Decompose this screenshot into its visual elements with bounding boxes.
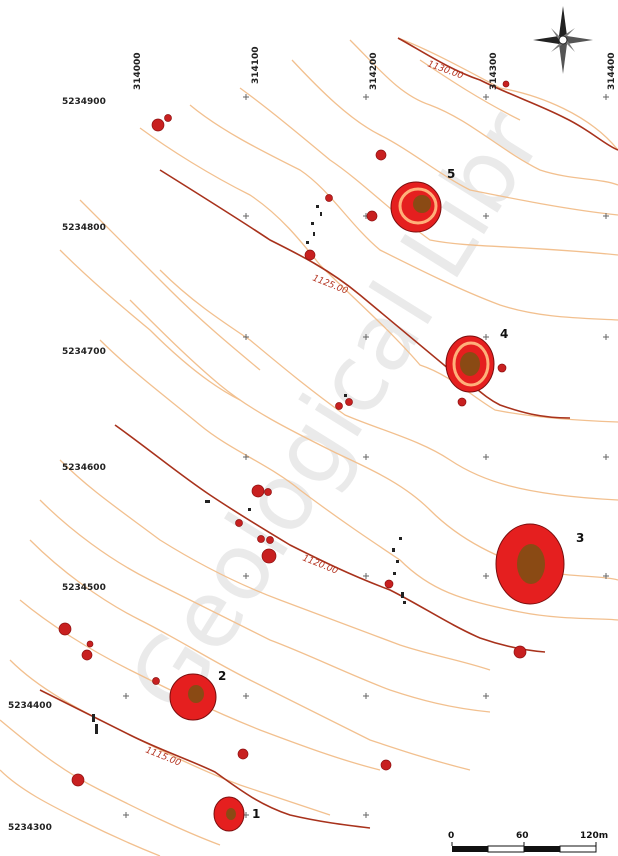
easting-labels: 314000 314100 314200 314300 314400 xyxy=(133,46,617,90)
mound-label: 4 xyxy=(500,327,508,341)
scale-bar-label: 60 xyxy=(516,831,529,841)
northing-label: 5234600 xyxy=(62,463,106,473)
artifact-mark xyxy=(399,537,402,540)
findspot-dot xyxy=(457,397,467,407)
findspot-dot xyxy=(261,548,277,564)
mound-5[interactable] xyxy=(390,181,442,233)
findspot-dots xyxy=(58,80,527,787)
northing-label: 5234800 xyxy=(62,223,106,233)
artifact-mark xyxy=(393,572,396,575)
compass-rose-icon xyxy=(533,6,593,74)
contour-label: 1120.00 xyxy=(301,554,340,577)
findspot-dot xyxy=(235,519,243,527)
artifact-mark xyxy=(344,394,347,397)
artifact-mark xyxy=(313,232,315,236)
mound-label: 5 xyxy=(447,167,455,181)
artifact-mark xyxy=(248,508,251,511)
findspot-dot xyxy=(151,118,165,132)
northing-label: 5234500 xyxy=(62,583,106,593)
findspot-dot xyxy=(164,114,172,122)
easting-label: 314100 xyxy=(251,46,261,84)
artifact-mark xyxy=(392,548,395,552)
findspot-dot xyxy=(304,249,316,261)
findspot-dot xyxy=(380,759,392,771)
findspot-dot xyxy=(86,640,94,648)
easting-label: 314200 xyxy=(369,52,379,90)
findspot-dot xyxy=(497,363,507,373)
findspot-dot xyxy=(384,579,394,589)
findspot-dot xyxy=(375,149,387,161)
northing-label: 5234400 xyxy=(8,701,52,711)
findspot-dot xyxy=(266,536,274,544)
findspot-dot xyxy=(366,210,378,222)
artifact-mark xyxy=(401,592,404,598)
findspot-dot xyxy=(264,488,272,496)
findspot-dot xyxy=(257,535,265,543)
artifact-mark xyxy=(316,205,319,208)
mound-label: 1 xyxy=(252,807,260,821)
findspot-dot xyxy=(325,194,333,202)
northing-labels: 5234900 5234800 5234700 5234600 5234500 … xyxy=(8,97,106,833)
mound-2[interactable] xyxy=(169,673,217,721)
findspot-dot xyxy=(58,622,72,636)
easting-label: 314300 xyxy=(489,52,499,90)
scale-bar-label: 0 xyxy=(448,831,454,841)
artifact-mark xyxy=(403,601,406,604)
mound-label: 2 xyxy=(218,669,226,683)
artifact-mark xyxy=(320,212,322,216)
findspot-dot xyxy=(237,748,249,760)
northing-label: 5234700 xyxy=(62,347,106,357)
index-contours xyxy=(39,37,618,829)
findspot-dot xyxy=(335,402,343,410)
contour-label: 1130.00 xyxy=(426,59,465,81)
findspot-dot xyxy=(251,484,265,498)
scale-bar-label: 120m xyxy=(580,831,608,841)
contour-label: 1115.00 xyxy=(144,746,183,769)
easting-label: 314000 xyxy=(133,52,143,90)
mound-3[interactable] xyxy=(495,523,565,605)
mound-1[interactable] xyxy=(213,796,245,832)
findspot-dot xyxy=(81,649,93,661)
scale-bar: 0 60 120m xyxy=(448,831,608,853)
artifact-mark xyxy=(396,560,399,563)
mound-4[interactable] xyxy=(445,335,495,393)
findspot-dot xyxy=(502,80,510,88)
artifact-marks xyxy=(92,205,406,734)
findspot-dot xyxy=(152,677,160,685)
grid-crosses xyxy=(123,94,609,818)
findspot-dot xyxy=(345,398,353,406)
mound-label: 3 xyxy=(576,531,584,545)
artifact-mark xyxy=(306,241,309,244)
northing-label: 5234900 xyxy=(62,97,106,107)
artifact-mark xyxy=(205,500,210,503)
artifact-mark xyxy=(311,222,314,225)
artifact-mark xyxy=(92,714,95,722)
easting-label: 314400 xyxy=(607,52,617,90)
findspot-dot xyxy=(513,645,527,659)
watermark: Geological Libr xyxy=(109,93,563,731)
findspot-dot xyxy=(71,773,85,787)
northing-label: 5234300 xyxy=(8,823,52,833)
contour-label: 1125.00 xyxy=(311,274,350,297)
artifact-mark xyxy=(95,724,98,734)
